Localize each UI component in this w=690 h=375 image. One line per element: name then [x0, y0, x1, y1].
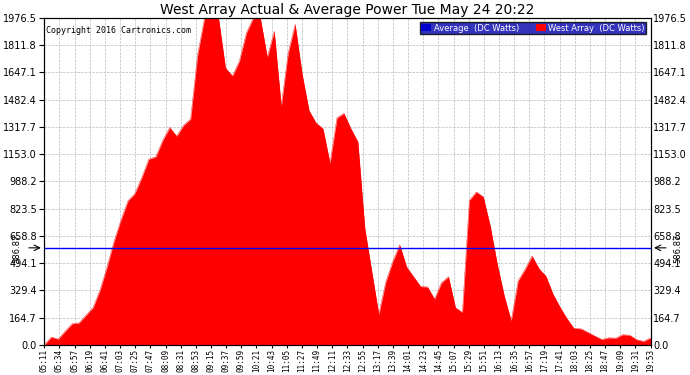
- Text: 586.87: 586.87: [12, 233, 21, 262]
- Text: 586.87: 586.87: [673, 233, 682, 262]
- Title: West Array Actual & Average Power Tue May 24 20:22: West Array Actual & Average Power Tue Ma…: [160, 3, 535, 17]
- Legend: Average  (DC Watts), West Array  (DC Watts): Average (DC Watts), West Array (DC Watts…: [420, 22, 647, 34]
- Text: Copyright 2016 Cartronics.com: Copyright 2016 Cartronics.com: [46, 26, 190, 35]
